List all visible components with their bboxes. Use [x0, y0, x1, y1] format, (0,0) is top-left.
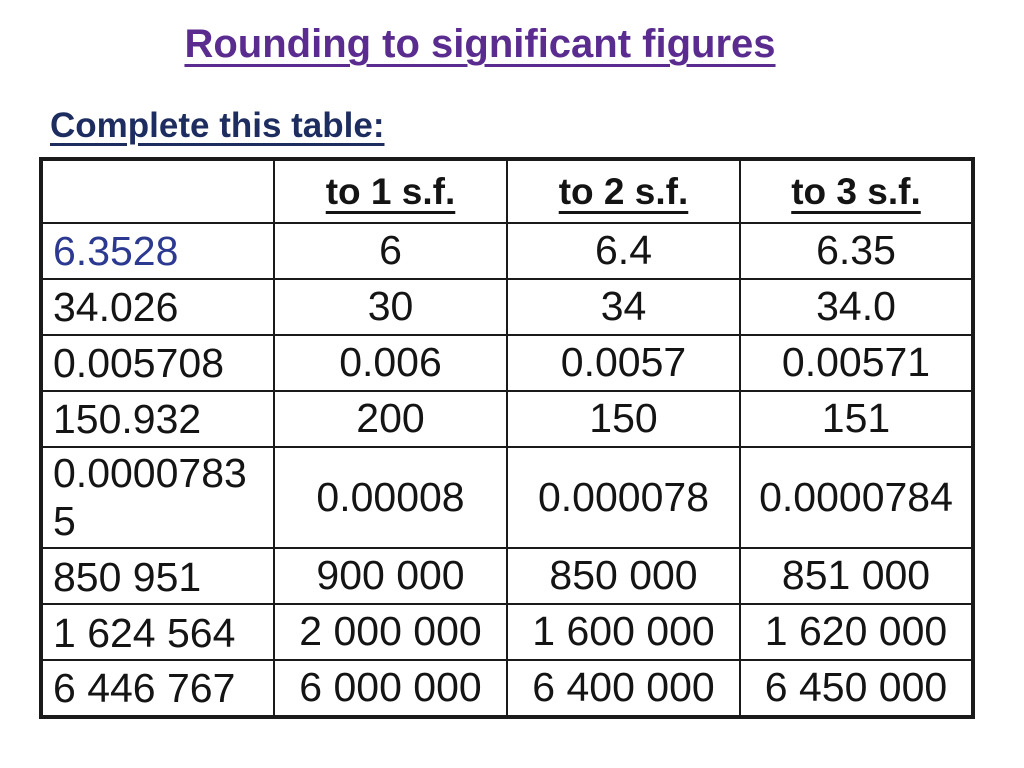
instruction-text: Complete this table: [50, 106, 385, 145]
original-value: 150.932 [53, 396, 202, 443]
answer-cell: 6.35 [739, 222, 974, 280]
answer-cell: 0.00571 [739, 334, 974, 392]
answer-cell: 0.0000784 [739, 445, 974, 550]
original-value: 0.005708 [53, 340, 225, 387]
answer-cell: 1 620 000 [739, 603, 974, 662]
answer-cell: 34 [506, 278, 741, 336]
answer-cell: 1 600 000 [506, 603, 741, 662]
table-row: 1 624 564 2 000 000 1 600 000 1 620 000 [40, 603, 974, 662]
col-header-3sf: to 3 s.f. [739, 158, 974, 224]
answer-cell: 850 000 [506, 547, 741, 606]
col-header-2sf: to 2 s.f. [506, 158, 741, 224]
answer-cell: 200 [273, 390, 508, 448]
original-value-cell: 0.00007835 [40, 445, 275, 550]
col-header-1sf: to 1 s.f. [273, 158, 508, 224]
table-row: 6 446 767 6 000 000 6 400 000 6 450 000 [40, 659, 974, 719]
answer-cell: 0.00008 [273, 445, 508, 550]
original-value: 6 446 767 [53, 665, 236, 712]
answer-cell: 30 [273, 278, 508, 336]
table-row: 0.005708 0.006 0.0057 0.00571 [40, 334, 974, 392]
table-row: 850 951 900 000 850 000 851 000 [40, 547, 974, 606]
corner-cell [40, 158, 275, 224]
original-value: 6.3528 [53, 228, 179, 275]
table-row: 0.00007835 0.00008 0.000078 0.0000784 [40, 445, 974, 550]
answer-cell: 0.0057 [506, 334, 741, 392]
table-row: 150.932 200 150 151 [40, 390, 974, 448]
col-header-label: to 2 s.f. [558, 170, 689, 212]
table-row: 34.026 30 34 34.0 [40, 278, 974, 336]
answer-cell: 6 400 000 [506, 659, 741, 719]
original-value: 1 624 564 [53, 609, 236, 656]
table-row: 6.3528 6 6.4 6.35 [40, 222, 974, 280]
page-title: Rounding to significant figures [184, 22, 776, 66]
original-value-cell: 6.3528 [40, 222, 275, 280]
answer-cell: 900 000 [273, 547, 508, 606]
answer-cell: 6 450 000 [739, 659, 974, 719]
answer-cell: 6.4 [506, 222, 741, 280]
original-value-cell: 1 624 564 [40, 603, 275, 662]
col-header-label: to 1 s.f. [325, 170, 456, 212]
answer-cell: 0.006 [273, 334, 508, 392]
answer-cell: 851 000 [739, 547, 974, 606]
original-value-cell: 850 951 [40, 547, 275, 606]
col-header-label: to 3 s.f. [791, 170, 921, 212]
answer-cell: 151 [739, 390, 974, 448]
answer-cell: 34.0 [739, 278, 974, 336]
original-value-cell: 150.932 [40, 390, 275, 448]
answer-cell: 6 000 000 [273, 659, 508, 719]
original-value: 0.00007835 [53, 450, 247, 544]
original-value-cell: 6 446 767 [40, 659, 275, 719]
answer-cell: 150 [506, 390, 741, 448]
answer-cell: 0.000078 [506, 445, 741, 550]
significant-figures-table: to 1 s.f. to 2 s.f. to 3 s.f. 6.3528 6 6… [39, 157, 975, 720]
original-value: 850 951 [53, 553, 202, 600]
original-value-cell: 34.026 [40, 278, 275, 336]
original-value: 34.026 [53, 284, 179, 331]
original-value-cell: 0.005708 [40, 334, 275, 392]
answer-cell: 2 000 000 [273, 603, 508, 662]
header-row: to 1 s.f. to 2 s.f. to 3 s.f. [40, 158, 974, 224]
answer-cell: 6 [273, 222, 508, 280]
